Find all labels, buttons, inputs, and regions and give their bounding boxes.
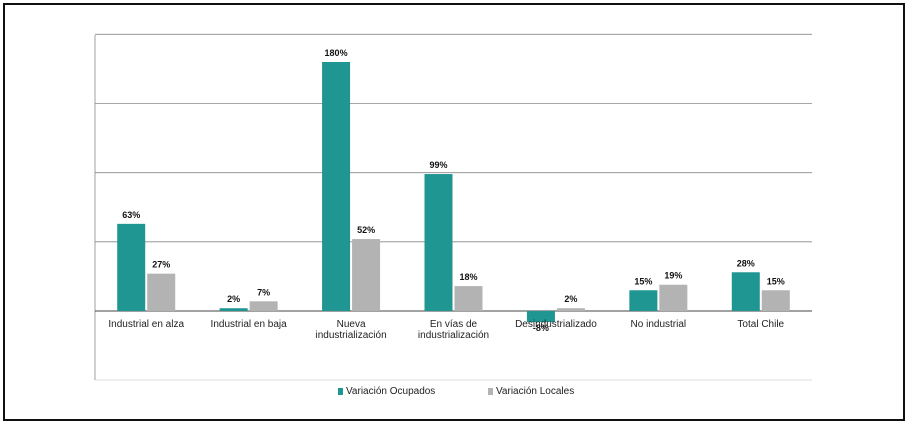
category-label-3: industrialización bbox=[315, 330, 386, 341]
data-label-locales-4: 18% bbox=[459, 272, 477, 282]
data-label-ocupados-4: 99% bbox=[429, 160, 447, 170]
chart-frame bbox=[3, 3, 905, 421]
category-label-5: Desindustrializado bbox=[515, 319, 597, 330]
bar-locales-4 bbox=[454, 286, 483, 311]
bar-ocupados-4 bbox=[424, 174, 453, 311]
bar-locales-5 bbox=[556, 308, 585, 311]
bar-locales-6 bbox=[659, 284, 688, 311]
data-label-ocupados-7: 28% bbox=[737, 258, 755, 268]
data-label-locales-3: 52% bbox=[357, 225, 375, 235]
category-label-7: Total Chile bbox=[737, 319, 784, 330]
bar-locales-7 bbox=[761, 290, 790, 311]
data-label-locales-1: 27% bbox=[152, 260, 170, 270]
bar-ocupados-1 bbox=[117, 223, 146, 311]
data-label-locales-5: 2% bbox=[564, 294, 577, 304]
data-label-ocupados-2: 2% bbox=[227, 294, 240, 304]
bar-ocupados-6 bbox=[629, 290, 658, 311]
category-label-6: No industrial bbox=[631, 319, 687, 330]
legend-label-1: Variación Ocupados bbox=[346, 386, 435, 397]
bar-locales-2 bbox=[249, 301, 278, 311]
legend-label-2: Variación Locales bbox=[496, 386, 574, 397]
bar-locales-3 bbox=[352, 239, 381, 311]
category-label-2: Industrial en baja bbox=[211, 319, 288, 330]
category-label-4: industrialización bbox=[418, 330, 489, 341]
data-label-ocupados-6: 15% bbox=[634, 276, 652, 286]
category-label-1: Industrial en alza bbox=[108, 319, 184, 330]
legend-swatch-2 bbox=[488, 388, 493, 395]
data-label-ocupados-1: 63% bbox=[122, 210, 140, 220]
data-label-locales-7: 15% bbox=[767, 276, 785, 286]
data-label-ocupados-5: -8% bbox=[533, 323, 549, 333]
category-label-4: En vías de bbox=[430, 319, 478, 330]
bar-ocupados-7 bbox=[731, 272, 760, 311]
bar-ocupados-3 bbox=[322, 62, 351, 311]
bar-locales-1 bbox=[147, 273, 176, 311]
category-label-3: Nueva bbox=[337, 319, 366, 330]
bar-ocupados-2 bbox=[219, 308, 248, 311]
data-label-ocupados-3: 180% bbox=[325, 48, 348, 58]
data-label-locales-2: 7% bbox=[257, 287, 270, 297]
data-label-locales-6: 19% bbox=[664, 271, 682, 281]
legend-swatch-1 bbox=[338, 388, 343, 395]
bar-ocupados-5 bbox=[526, 311, 555, 323]
